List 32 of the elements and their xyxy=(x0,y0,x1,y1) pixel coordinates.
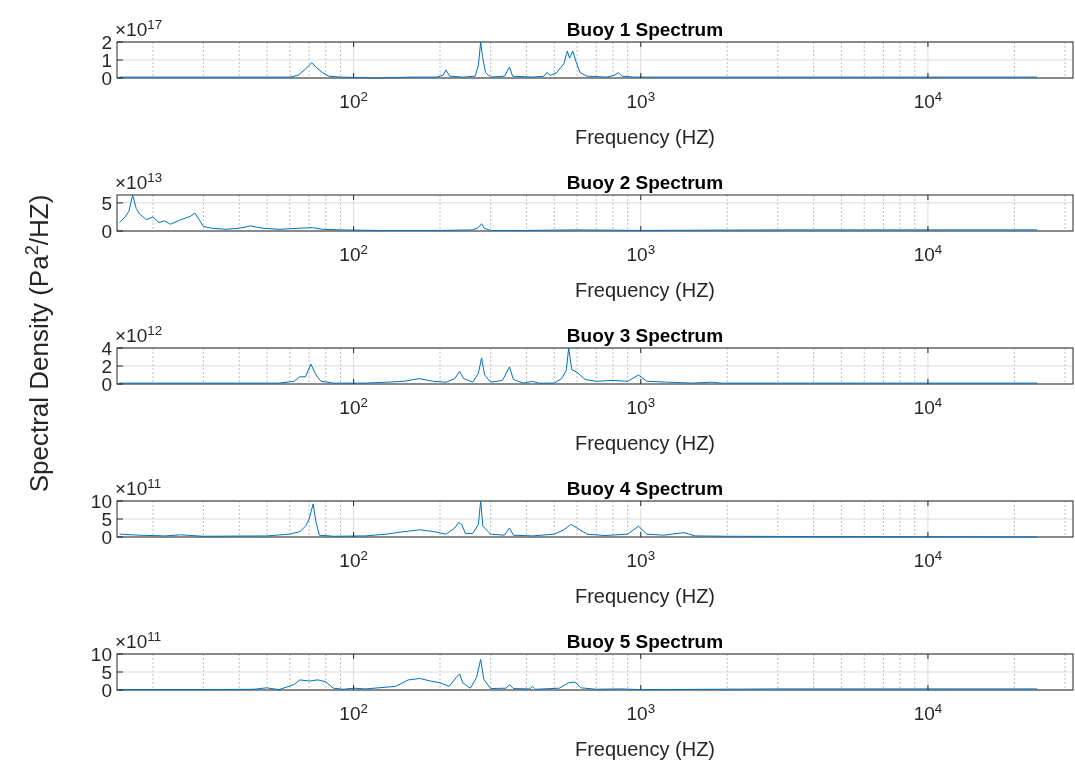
chart-title: Buoy 5 Spectrum xyxy=(566,631,724,652)
x-tick-label: 10$^{2}$ xyxy=(339,394,368,418)
text: ×10$^{11}$ xyxy=(115,628,162,652)
chart-title: Buoy 3 Spectrum xyxy=(566,325,724,346)
x-tick-label: 10$^{3}$ xyxy=(626,88,656,112)
chart-title: Buoy 2 Spectrum xyxy=(566,172,724,193)
x-tick-label: 10$^{3}$ xyxy=(626,547,656,571)
x-tick-label: 10$^{3}$ xyxy=(626,394,656,418)
text: ×10$^{12}$ xyxy=(115,322,163,346)
x-tick-label: 10$^{3}$ xyxy=(626,700,656,724)
text: ×10$^{11}$ xyxy=(115,475,162,499)
x-tick-label: 10$^{2}$ xyxy=(339,547,368,571)
x-tick-label: 10$^{4}$ xyxy=(913,700,943,724)
x-tick-label: 10$^{4}$ xyxy=(913,241,943,265)
chart-title: Buoy 4 Spectrum xyxy=(566,478,724,499)
text: ×10$^{13}$ xyxy=(115,169,163,193)
x-tick-label: 10$^{2}$ xyxy=(339,241,368,265)
text: ×10$^{17}$ xyxy=(115,16,163,40)
x-tick-label: 10$^{4}$ xyxy=(913,88,943,112)
x-tick-label: 10$^{4}$ xyxy=(913,394,943,418)
x-tick-label: 10$^{2}$ xyxy=(339,88,368,112)
chart-title: Buoy 1 Spectrum xyxy=(566,19,724,40)
x-axis-title: Frequency (HZ) xyxy=(574,432,716,454)
x-tick-label: 10$^{4}$ xyxy=(913,547,943,571)
x-axis-title: Frequency (HZ) xyxy=(574,126,716,148)
x-axis-title: Frequency (HZ) xyxy=(574,585,716,607)
y-tick-label: 5 xyxy=(101,192,112,214)
x-axis-title: Frequency (HZ) xyxy=(574,279,716,301)
y-tick-label: 0 xyxy=(101,220,112,242)
x-axis-title: Frequency (HZ) xyxy=(574,738,716,760)
x-tick-label: 10$^{2}$ xyxy=(339,700,368,724)
x-tick-label: 10$^{3}$ xyxy=(626,241,656,265)
